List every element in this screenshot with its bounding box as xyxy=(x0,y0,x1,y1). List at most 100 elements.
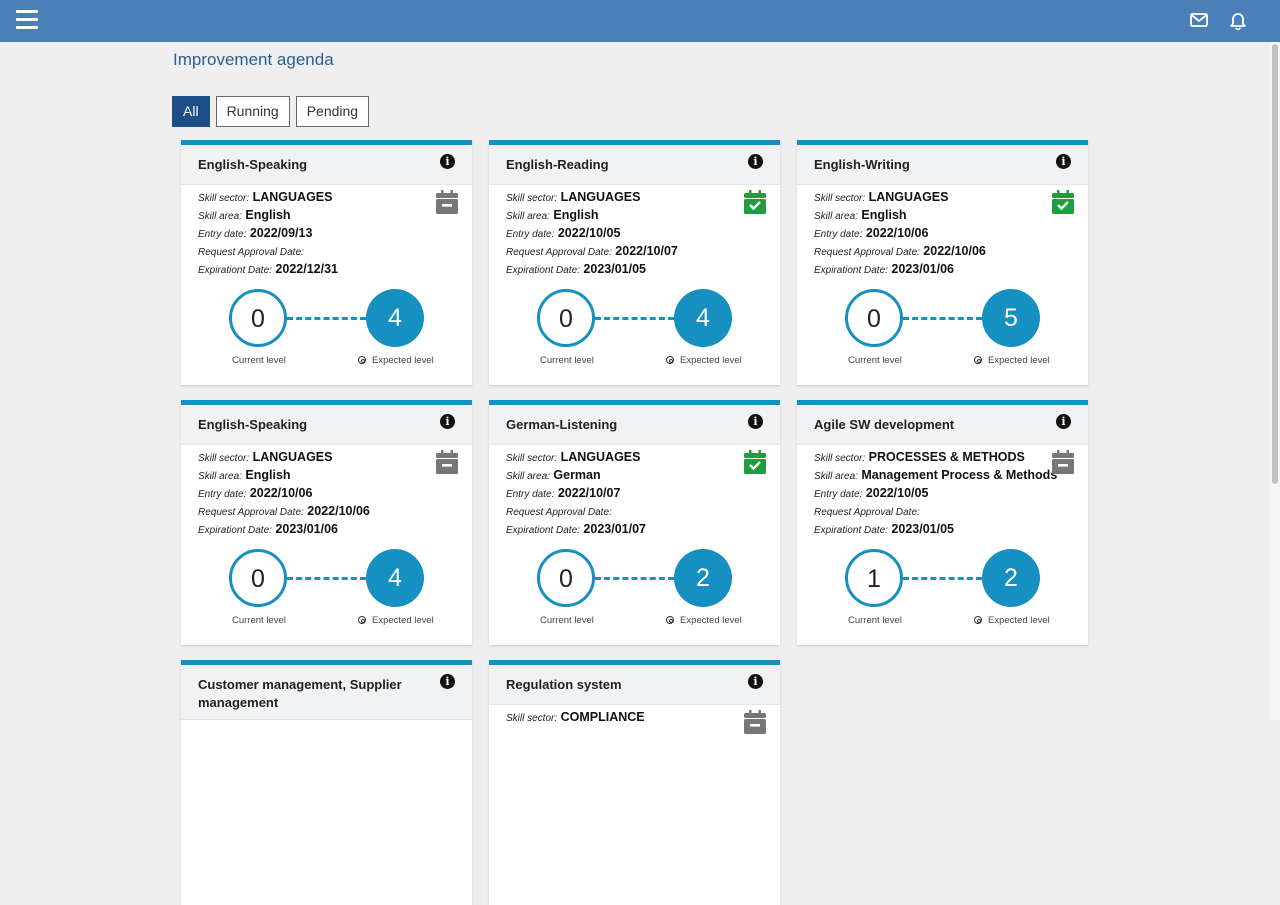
level-progress: 1 2 Current level Expected level xyxy=(797,549,1088,629)
top-navbar xyxy=(0,0,1280,42)
target-icon xyxy=(358,616,366,624)
field-expiration: Expirationt Date: 2023/01/07 xyxy=(506,522,646,536)
skill-card[interactable]: Agile SW development i Skill sector: PROCE… xyxy=(797,400,1088,645)
current-level-label: Current level xyxy=(848,355,902,366)
info-icon[interactable]: i xyxy=(1056,154,1071,169)
expected-level-label: Expected level xyxy=(358,355,434,366)
current-level-circle: 0 xyxy=(845,289,903,347)
skill-card[interactable]: English-Speaking i Skill sector: LANGUAGES… xyxy=(181,400,472,645)
field-sector: Skill sector: COMPLIANCE xyxy=(506,710,645,724)
current-level-circle: 0 xyxy=(537,289,595,347)
calendar-check-icon xyxy=(744,450,766,474)
skill-card[interactable]: English-Reading i Skill sector: LANGUAGES S… xyxy=(489,140,780,385)
field-sector: Skill sector: LANGUAGES xyxy=(506,190,641,204)
field-entry: Entry date: 2022/09/13 xyxy=(198,226,313,240)
skill-card[interactable]: Customer management, Supplier management… xyxy=(181,660,472,905)
info-icon[interactable]: i xyxy=(748,674,763,689)
info-icon[interactable]: i xyxy=(440,154,455,169)
field-area: Skill area: German xyxy=(506,468,601,482)
card-title: English-Speaking xyxy=(198,157,308,172)
field-entry: Entry date: 2022/10/06 xyxy=(198,486,313,500)
skill-card[interactable]: English-Writing i Skill sector: LANGUAGES S… xyxy=(797,140,1088,385)
dashed-connector xyxy=(903,577,982,580)
card-title: Customer management, Supplier management xyxy=(198,677,402,710)
dashed-connector xyxy=(287,317,366,320)
field-sector: Skill sector: LANGUAGES xyxy=(198,190,333,204)
expected-level-label: Expected level xyxy=(974,355,1050,366)
field-expiration: Expirationt Date: 2023/01/05 xyxy=(506,262,646,276)
skill-card[interactable]: Regulation system i Skill sector: COMPLIAN… xyxy=(489,660,780,905)
target-icon xyxy=(974,616,982,624)
tab-pending[interactable]: Pending xyxy=(295,96,370,127)
current-level-circle: 0 xyxy=(229,289,287,347)
current-level-circle: 0 xyxy=(229,549,287,607)
current-level-label: Current level xyxy=(540,615,594,626)
calendar-minus-icon xyxy=(436,450,458,474)
field-entry: Entry date: 2022/10/06 xyxy=(814,226,929,240)
info-icon[interactable]: i xyxy=(748,154,763,169)
field-approval: Request Approval Date: 2022/10/07 xyxy=(506,244,678,258)
field-sector: Skill sector: LANGUAGES xyxy=(506,450,641,464)
target-icon xyxy=(666,616,674,624)
info-icon[interactable]: i xyxy=(748,414,763,429)
tab-running[interactable]: Running xyxy=(215,96,290,127)
dashed-connector xyxy=(903,317,982,320)
card-title: English-Reading xyxy=(506,157,609,172)
field-entry: Entry date: 2022/10/05 xyxy=(814,486,929,500)
mail-icon[interactable] xyxy=(1189,10,1209,30)
card-title: Agile SW development xyxy=(814,417,955,432)
scrollbar-thumb[interactable] xyxy=(1272,44,1278,484)
info-icon[interactable]: i xyxy=(440,674,455,689)
dashed-connector xyxy=(287,577,366,580)
current-level-circle: 0 xyxy=(537,549,595,607)
field-area: Skill area: English xyxy=(198,468,291,482)
level-progress: 0 4 Current level Expected level xyxy=(489,289,780,369)
field-approval: Request Approval Date: 2022/10/06 xyxy=(198,504,370,518)
target-icon xyxy=(974,356,982,364)
current-level-circle: 1 xyxy=(845,549,903,607)
field-expiration: Expirationt Date: 2023/01/05 xyxy=(814,522,954,536)
tab-all[interactable]: All xyxy=(172,96,210,127)
expected-level-circle: 4 xyxy=(366,289,424,347)
current-level-label: Current level xyxy=(232,615,286,626)
skill-card[interactable]: English-Speaking i Skill sector: LANGUAGES… xyxy=(181,140,472,385)
field-expiration: Expirationt Date: 2022/12/31 xyxy=(198,262,338,276)
expected-level-label: Expected level xyxy=(974,615,1050,626)
calendar-minus-icon xyxy=(436,190,458,214)
card-title: Regulation system xyxy=(506,677,622,692)
bell-icon[interactable] xyxy=(1228,10,1248,30)
expected-level-label: Expected level xyxy=(358,615,434,626)
current-level-label: Current level xyxy=(540,355,594,366)
field-area: Skill area: Management Process & Methods xyxy=(814,468,1058,482)
expected-level-circle: 2 xyxy=(982,549,1040,607)
field-approval: Request Approval Date: xyxy=(198,247,304,258)
hamburger-menu-icon[interactable] xyxy=(16,10,38,30)
field-entry: Entry date: 2022/10/07 xyxy=(506,486,621,500)
field-approval: Request Approval Date: xyxy=(814,507,920,518)
card-grid: English-Speaking i Skill sector: LANGUAGES… xyxy=(181,140,1088,905)
card-title: English-Writing xyxy=(814,157,910,172)
card-title: English-Speaking xyxy=(198,417,308,432)
field-sector: Skill sector: PROCESSES & METHODS xyxy=(814,450,1025,464)
info-icon[interactable]: i xyxy=(440,414,455,429)
field-area: Skill area: English xyxy=(198,208,291,222)
target-icon xyxy=(666,356,674,364)
expected-level-circle: 4 xyxy=(674,289,732,347)
target-icon xyxy=(358,356,366,364)
field-approval: Request Approval Date: 2022/10/06 xyxy=(814,244,986,258)
field-entry: Entry date: 2022/10/05 xyxy=(506,226,621,240)
calendar-check-icon xyxy=(1052,190,1074,214)
calendar-minus-icon xyxy=(744,710,766,734)
scrollbar[interactable] xyxy=(1270,42,1280,720)
calendar-minus-icon xyxy=(1052,450,1074,474)
info-icon[interactable]: i xyxy=(1056,414,1071,429)
expected-level-label: Expected level xyxy=(666,615,742,626)
field-approval: Request Approval Date: xyxy=(506,507,612,518)
skill-card[interactable]: German-Listening i Skill sector: LANGUAGES… xyxy=(489,400,780,645)
field-sector: Skill sector: LANGUAGES xyxy=(198,450,333,464)
field-expiration: Expirationt Date: 2023/01/06 xyxy=(198,522,338,536)
expected-level-label: Expected level xyxy=(666,355,742,366)
expected-level-circle: 4 xyxy=(366,549,424,607)
field-area: Skill area: English xyxy=(814,208,907,222)
dashed-connector xyxy=(595,317,674,320)
